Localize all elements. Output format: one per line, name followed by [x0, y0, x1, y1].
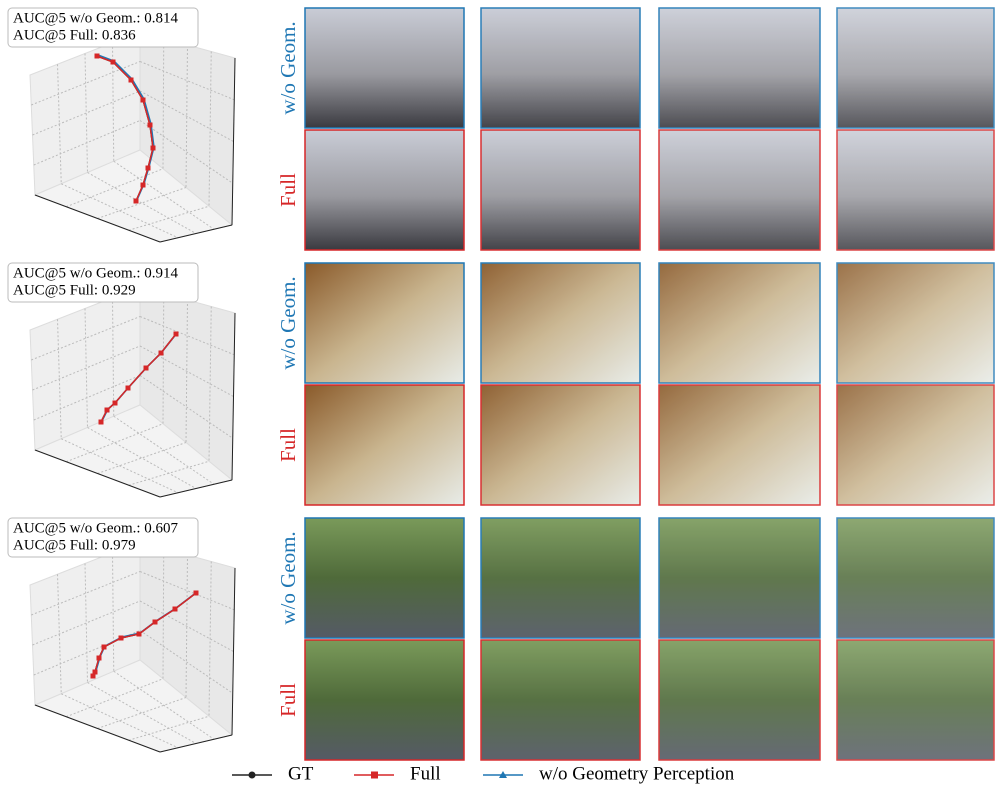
image — [481, 130, 640, 250]
image — [837, 640, 994, 760]
traj-marker — [91, 674, 96, 679]
image — [659, 263, 820, 383]
traj-marker — [141, 98, 146, 103]
traj-marker — [113, 401, 118, 406]
image — [659, 640, 820, 760]
annotation: AUC@5 Full: 0.979 — [13, 537, 136, 553]
image — [837, 130, 994, 250]
image — [837, 263, 994, 383]
traj-marker — [95, 54, 100, 59]
traj-marker — [148, 123, 153, 128]
traj-marker — [173, 607, 178, 612]
traj-marker — [174, 332, 179, 337]
traj-marker — [99, 420, 104, 425]
image — [659, 385, 820, 505]
row-label: Full — [276, 683, 300, 717]
traj-marker — [194, 591, 199, 596]
traj-marker — [111, 60, 116, 65]
legend-marker — [371, 772, 378, 779]
traj-marker — [159, 351, 164, 356]
traj-marker — [105, 408, 110, 413]
traj-marker — [146, 166, 151, 171]
image — [481, 385, 640, 505]
image — [659, 518, 820, 638]
legend-label: GT — [288, 763, 314, 784]
annotation: AUC@5 w/o Geom.: 0.914 — [13, 265, 179, 281]
figure: AUC@5 w/o Geom.: 0.814AUC@5 Full: 0.836 w… — [0, 0, 995, 786]
image — [837, 385, 994, 505]
traj-marker — [102, 645, 107, 650]
image — [305, 8, 464, 128]
legend-marker — [249, 772, 256, 779]
legend-label: Full — [410, 763, 441, 784]
row-label: w/o Geom. — [276, 21, 300, 114]
image — [659, 130, 820, 250]
image — [305, 640, 464, 760]
image — [481, 640, 640, 760]
image — [837, 8, 994, 128]
panel: AUC@5 w/o Geom.: 0.914AUC@5 Full: 0.929 w… — [8, 263, 994, 505]
traj-marker — [153, 620, 158, 625]
traj-marker — [137, 632, 142, 637]
traj-marker — [144, 366, 149, 371]
traj-marker — [119, 636, 124, 641]
traj-marker — [129, 78, 134, 83]
image — [305, 130, 464, 250]
image — [305, 518, 464, 638]
traj-marker — [141, 183, 146, 188]
annotation: AUC@5 w/o Geom.: 0.814 — [13, 10, 179, 26]
row-label: w/o Geom. — [276, 276, 300, 369]
image — [481, 518, 640, 638]
annotation: AUC@5 Full: 0.836 — [13, 27, 136, 43]
legend: GT Full w/o Geometry Perception — [232, 763, 735, 784]
row-label: Full — [276, 428, 300, 462]
traj-marker — [134, 199, 139, 204]
image — [305, 263, 464, 383]
legend-label: w/o Geometry Perception — [539, 763, 735, 784]
annotation: AUC@5 Full: 0.929 — [13, 282, 136, 298]
traj-marker — [126, 386, 131, 391]
traj-marker — [97, 656, 102, 661]
image — [837, 518, 994, 638]
traj-marker — [151, 146, 156, 151]
page: {"panels": [ {"annotation": ["AUC@5 w/o … — [0, 0, 995, 786]
image — [659, 8, 820, 128]
row-label: Full — [276, 173, 300, 207]
annotation: AUC@5 w/o Geom.: 0.607 — [13, 520, 179, 536]
image — [305, 385, 464, 505]
image — [481, 263, 640, 383]
image — [481, 8, 640, 128]
row-label: w/o Geom. — [276, 531, 300, 624]
